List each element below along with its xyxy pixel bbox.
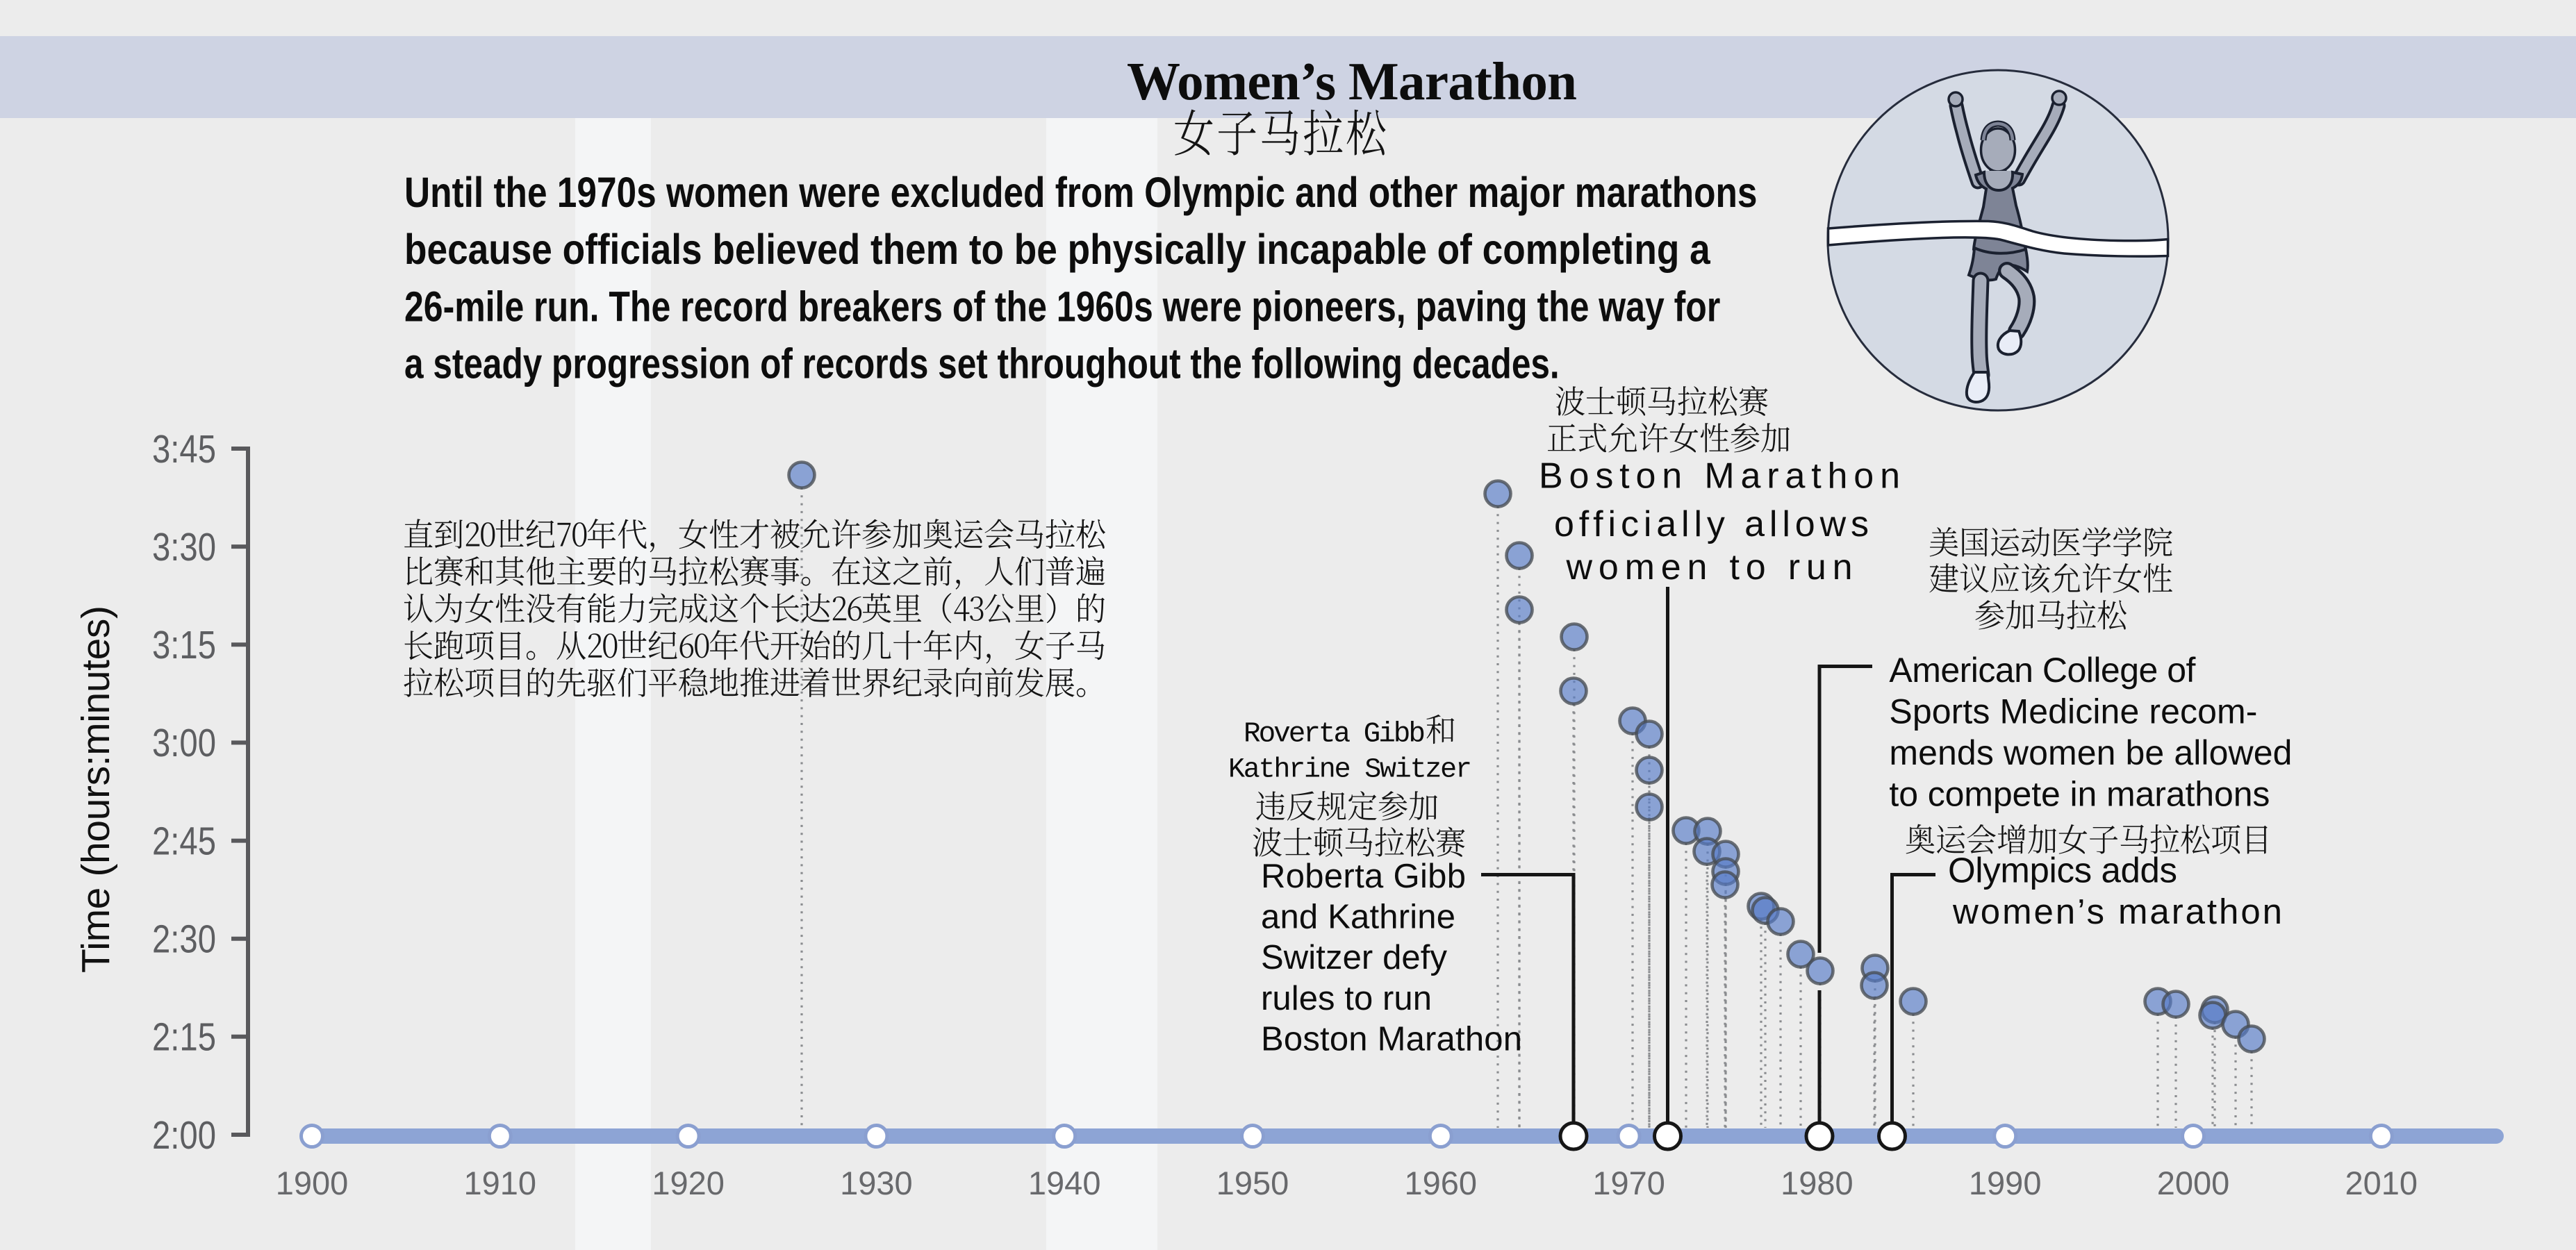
svg-text:to compete in marathons: to compete in marathons [1889,774,2270,813]
svg-text:Olympics adds: Olympics adds [1948,850,2177,890]
svg-text:3:30: 3:30 [152,526,216,569]
svg-text:2000: 2000 [2157,1165,2230,1201]
svg-text:Sports Medicine recom-: Sports Medicine recom- [1889,692,2257,731]
svg-text:Time (hours:minutes): Time (hours:minutes) [74,606,118,973]
svg-text:2:15: 2:15 [152,1016,216,1060]
svg-text:2010: 2010 [2345,1165,2418,1201]
svg-text:Switzer defy: Switzer defy [1261,939,1448,976]
svg-text:26-mile run. The record breake: 26-mile run. The record breakers of the … [404,283,1720,331]
svg-text:1950: 1950 [1216,1165,1289,1201]
svg-text:1970: 1970 [1592,1165,1665,1201]
svg-text:American College of: American College of [1889,651,2195,690]
svg-text:1920: 1920 [652,1165,725,1201]
svg-text:officially allows: officially allows [1554,504,1869,544]
svg-text:mends women be allowed: mends women be allowed [1889,733,2292,772]
svg-text:women to run: women to run [1566,547,1853,588]
svg-text:women’s marathon: women’s marathon [1952,892,2282,931]
svg-text:Until the 1970s women were exc: Until the 1970s women were excluded from… [404,169,1758,216]
svg-text:1930: 1930 [840,1165,913,1201]
svg-text:a steady progression of record: a steady progression of records set thro… [404,340,1560,388]
svg-text:1960: 1960 [1405,1165,1478,1201]
svg-text:Roberta Gibb: Roberta Gibb [1261,858,1466,895]
svg-text:3:15: 3:15 [152,624,216,667]
svg-text:1990: 1990 [1969,1165,2042,1201]
svg-text:Boston Marathon: Boston Marathon [1539,456,1900,496]
svg-text:Roverta Gibb: Roverta Gibb [1244,719,1426,751]
svg-text:Boston Marathon: Boston Marathon [1261,1020,1522,1058]
svg-text:and Kathrine: and Kathrine [1261,899,1455,936]
svg-text:3:45: 3:45 [152,428,216,472]
svg-text:because officials believed the: because officials believed them to be ph… [404,226,1711,274]
svg-text:rules to run: rules to run [1261,980,1432,1017]
svg-text:1940: 1940 [1028,1165,1101,1201]
svg-text:1980: 1980 [1781,1165,1853,1201]
svg-text:1900: 1900 [276,1165,349,1201]
svg-text:Women’s Marathon: Women’s Marathon [1127,51,1577,111]
svg-text:1910: 1910 [464,1165,537,1201]
svg-text:2:00: 2:00 [152,1114,216,1158]
svg-text:2:45: 2:45 [152,819,216,863]
svg-text:2:30: 2:30 [152,917,216,961]
svg-text:3:00: 3:00 [152,722,216,765]
svg-text:Kathrine Switzer: Kathrine Switzer [1228,754,1472,785]
